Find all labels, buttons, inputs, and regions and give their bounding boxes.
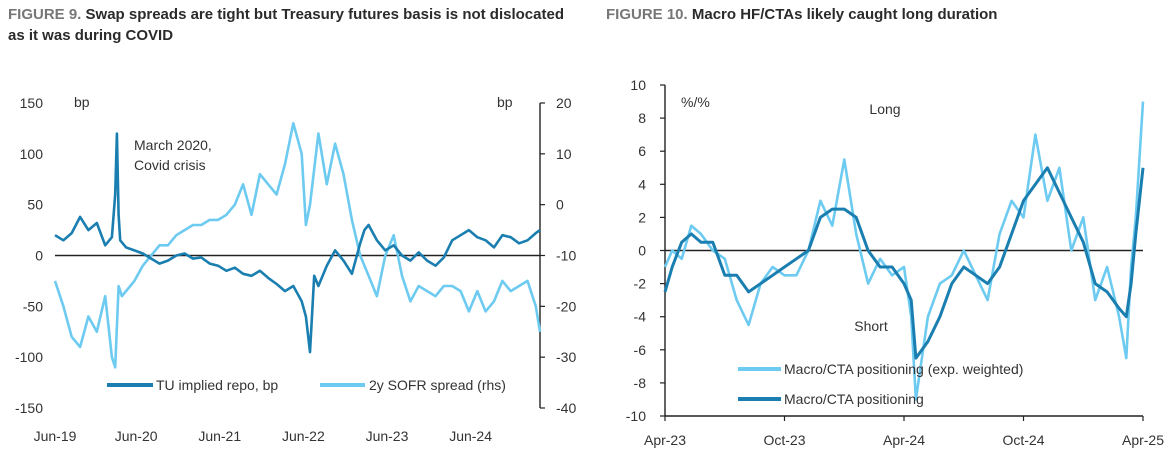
y-left-unit: bp (74, 94, 90, 110)
y-left-tick-label: 50 (27, 197, 43, 213)
annotation-covid: March 2020, (134, 137, 212, 153)
figure-9-title-text: Swap spreads are tight but Treasury futu… (8, 6, 564, 44)
x-tick-label: Jun-19 (34, 428, 77, 444)
series-tu-implied-repo-line (54, 132, 541, 354)
y-left-tick-label: -100 (15, 349, 43, 365)
y-right-tick-label: 0 (556, 197, 564, 213)
figure-10-chart: 10 8 6 4 2 0 -2 -4 -6 -8 -10 %/% Apr-23 Oct-23 Apr-24 O… (626, 77, 1164, 448)
x-tick-label: Oct-24 (1002, 432, 1044, 448)
y-tick-label: -6 (634, 342, 647, 358)
series-2y-sofr-spread-line (53, 122, 542, 369)
x-tick-label: Apr-24 (883, 432, 925, 448)
figure-10-panel: FIGURE 10. Macro HF/CTAs likely caught l… (585, 0, 1170, 460)
series-macro-cta-positioning-line (663, 166, 1145, 360)
legend-label-tu-implied-repo: TU implied repo, bp (156, 377, 278, 393)
x-tick-label: Jun-21 (198, 428, 241, 444)
y-tick-label: -8 (634, 375, 647, 391)
x-tick-label: Jun-20 (115, 428, 158, 444)
figure-9-panel: FIGURE 9. Swap spreads are tight but Tre… (8, 4, 576, 444)
figure-10-title-text: Macro HF/CTAs likely caught long duratio… (691, 6, 998, 23)
y-left-tick-label: 100 (20, 146, 44, 162)
y-right-tick-label: -30 (556, 349, 576, 365)
y-tick-label: 2 (638, 209, 646, 225)
annotation-covid: Covid crisis (134, 157, 206, 173)
x-tick-label: Jun-23 (366, 428, 409, 444)
y-tick-label: 8 (638, 110, 646, 126)
y-left-tick-label: 0 (35, 248, 43, 264)
y-unit: %/% (681, 94, 710, 110)
y-right-unit: bp (497, 94, 513, 110)
x-tick-label: Jun-24 (449, 428, 492, 444)
y-left-tick-label: -50 (23, 298, 43, 314)
figure-9-title: FIGURE 9. Swap spreads are tight but Tre… (8, 4, 568, 46)
y-tick-label: -4 (634, 309, 647, 325)
x-tick-label: Apr-25 (1122, 432, 1164, 448)
figure-10-title: FIGURE 10. Macro HF/CTAs likely caught l… (606, 4, 1166, 25)
y-tick-label: -10 (626, 408, 646, 424)
y-tick-label: 0 (638, 243, 646, 259)
y-right-tick-label: -20 (556, 298, 576, 314)
y-tick-label: -2 (634, 276, 647, 292)
x-tick-label: Jun-22 (282, 428, 325, 444)
y-tick-label: 4 (638, 176, 646, 192)
annotation-short: Short (854, 318, 888, 334)
y-tick-label: 10 (630, 77, 646, 93)
annotation-long: Long (869, 101, 900, 117)
y-right-tick-label: -10 (556, 248, 576, 264)
legend-label-positioning: Macro/CTA positioning (784, 391, 924, 407)
y-left-tick-label: 150 (20, 95, 44, 111)
figure-10-label: FIGURE 10. (606, 6, 688, 23)
x-tick-label: Apr-23 (644, 432, 686, 448)
y-right-tick-label: 10 (556, 146, 572, 162)
y-right-tick-label: 20 (556, 95, 572, 111)
y-left-tick-label: -150 (15, 400, 43, 416)
y-right-tick-label: -40 (556, 400, 576, 416)
legend-label-exp-weighted: Macro/CTA positioning (exp. weighted) (784, 361, 1023, 377)
legend-label-2y-sofr-spread: 2y SOFR spread (rhs) (369, 377, 506, 393)
figure-9-label: FIGURE 9. (8, 6, 82, 23)
x-tick-label: Oct-23 (763, 432, 805, 448)
y-tick-label: 6 (638, 143, 646, 159)
